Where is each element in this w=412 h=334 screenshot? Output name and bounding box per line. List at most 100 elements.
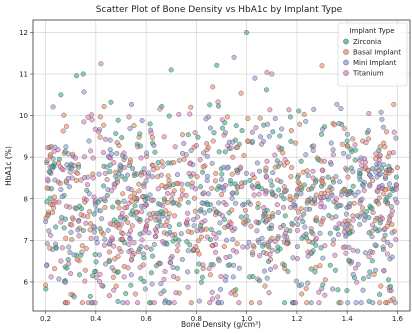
data-point-basal-implant bbox=[181, 156, 187, 162]
data-point-titanium bbox=[250, 172, 256, 178]
data-point-zirconia bbox=[137, 217, 143, 222]
data-point-zirconia bbox=[198, 207, 204, 213]
data-point-basal-implant bbox=[131, 123, 137, 129]
data-point-zirconia bbox=[97, 208, 103, 214]
data-point-zirconia bbox=[244, 30, 250, 35]
data-point-mini-implant bbox=[350, 169, 356, 175]
data-point-titanium bbox=[138, 155, 144, 161]
x-tick-label: 0.4 bbox=[90, 315, 102, 323]
data-point-basal-implant bbox=[83, 246, 89, 252]
data-point-titanium bbox=[144, 218, 150, 224]
data-point-zirconia bbox=[68, 161, 74, 167]
y-tick-label: 7 bbox=[24, 237, 28, 245]
data-point-zirconia bbox=[170, 182, 176, 188]
data-point-zirconia bbox=[335, 287, 341, 293]
data-point-mini-implant bbox=[305, 280, 311, 286]
data-point-zirconia bbox=[211, 130, 217, 136]
axis-ticks: 0.2 0.4 0.6 0.8 1.0 1.2 1.4 1.6 6 7 8 9 10 11 12 bbox=[19, 29, 403, 323]
data-point-basal-implant bbox=[325, 187, 331, 193]
data-point-titanium bbox=[162, 269, 168, 274]
data-point-titanium bbox=[150, 167, 156, 173]
data-point-basal-implant bbox=[125, 265, 131, 271]
data-point-titanium bbox=[257, 300, 263, 306]
data-point-titanium bbox=[215, 99, 221, 105]
data-point-mini-implant bbox=[336, 121, 342, 126]
data-point-basal-implant bbox=[179, 187, 185, 193]
data-point-mini-implant bbox=[142, 286, 148, 292]
data-point-titanium bbox=[303, 206, 309, 212]
data-point-mini-implant bbox=[374, 174, 380, 180]
data-point-titanium bbox=[377, 152, 383, 158]
data-point-zirconia bbox=[208, 227, 214, 232]
data-point-titanium bbox=[160, 163, 166, 169]
data-point-zirconia bbox=[369, 258, 375, 264]
data-point-zirconia bbox=[107, 162, 113, 168]
data-point-basal-implant bbox=[78, 177, 84, 183]
data-point-mini-implant bbox=[66, 184, 72, 190]
data-point-basal-implant bbox=[120, 191, 126, 197]
data-point-zirconia bbox=[216, 103, 221, 109]
data-point-titanium bbox=[234, 249, 240, 255]
data-point-titanium bbox=[238, 164, 244, 170]
data-point-mini-implant bbox=[275, 235, 281, 241]
data-point-mini-implant bbox=[266, 133, 272, 139]
data-point-zirconia bbox=[301, 182, 307, 188]
data-point-zirconia bbox=[289, 220, 295, 226]
data-point-titanium bbox=[66, 261, 72, 267]
data-point-basal-implant bbox=[242, 207, 248, 213]
data-point-zirconia bbox=[137, 231, 143, 237]
data-point-titanium bbox=[251, 192, 257, 198]
data-point-zirconia bbox=[171, 200, 177, 205]
data-point-basal-implant bbox=[210, 84, 216, 90]
data-point-titanium bbox=[240, 244, 246, 250]
data-point-basal-implant bbox=[304, 300, 310, 306]
data-point-mini-implant bbox=[125, 185, 131, 191]
data-point-zirconia bbox=[269, 183, 275, 188]
data-point-titanium bbox=[256, 191, 262, 197]
data-point-titanium bbox=[343, 250, 349, 256]
data-point-titanium bbox=[124, 300, 130, 306]
data-point-titanium bbox=[261, 205, 267, 210]
data-point-mini-implant bbox=[191, 223, 197, 229]
data-point-basal-implant bbox=[306, 239, 312, 245]
data-point-basal-implant bbox=[138, 172, 144, 178]
data-point-titanium bbox=[58, 219, 64, 225]
data-point-titanium bbox=[218, 274, 224, 279]
data-point-mini-implant bbox=[254, 228, 260, 234]
data-point-basal-implant bbox=[305, 197, 311, 203]
data-point-mini-implant bbox=[140, 251, 146, 257]
data-point-basal-implant bbox=[372, 217, 378, 223]
data-point-zirconia bbox=[275, 244, 281, 250]
data-point-titanium bbox=[282, 157, 288, 163]
data-point-mini-implant bbox=[378, 171, 384, 177]
data-point-mini-implant bbox=[370, 300, 376, 306]
data-point-basal-implant bbox=[150, 210, 156, 216]
data-point-zirconia bbox=[131, 173, 137, 178]
data-point-basal-implant bbox=[87, 209, 92, 215]
data-point-titanium bbox=[187, 111, 193, 117]
data-point-zirconia bbox=[279, 146, 285, 151]
data-point-titanium bbox=[102, 170, 108, 176]
legend-title: Implant Type bbox=[349, 27, 394, 35]
data-point-basal-implant bbox=[224, 114, 230, 120]
data-point-zirconia bbox=[166, 113, 172, 119]
data-point-titanium bbox=[267, 107, 273, 113]
data-point-basal-implant bbox=[213, 178, 218, 184]
data-point-titanium bbox=[236, 300, 242, 306]
x-tick-label: 0.2 bbox=[40, 315, 51, 323]
data-point-mini-implant bbox=[205, 191, 211, 197]
data-point-zirconia bbox=[49, 186, 55, 192]
data-point-zirconia bbox=[49, 163, 55, 169]
data-point-basal-implant bbox=[382, 144, 388, 150]
data-point-titanium bbox=[99, 283, 105, 289]
data-point-mini-implant bbox=[129, 101, 134, 107]
data-point-titanium bbox=[293, 300, 299, 306]
data-point-zirconia bbox=[301, 211, 307, 217]
data-point-mini-implant bbox=[270, 170, 276, 176]
data-point-titanium bbox=[59, 245, 65, 251]
data-point-basal-implant bbox=[159, 183, 165, 188]
data-point-zirconia bbox=[206, 207, 212, 213]
data-point-zirconia bbox=[138, 143, 144, 149]
data-point-basal-implant bbox=[50, 210, 56, 215]
data-point-mini-implant bbox=[331, 237, 337, 243]
